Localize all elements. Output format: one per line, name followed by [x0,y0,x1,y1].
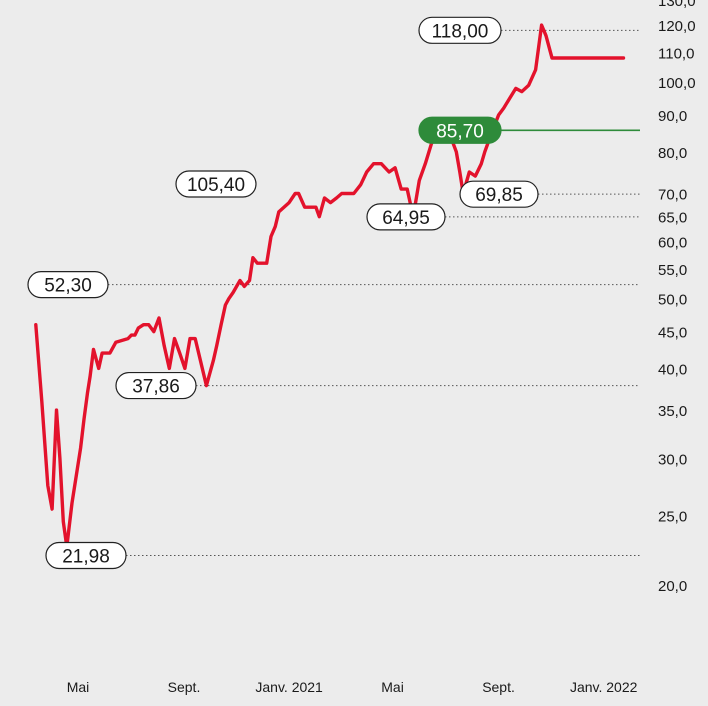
reference-label-box [459,180,539,208]
reference-label: 85,70 [436,121,484,142]
reference-label: 118,00 [432,21,489,42]
y-tick-label: 45,0 [658,325,687,342]
reference-label-box [418,116,502,144]
y-tick-label: 110,0 [658,45,694,62]
reference-label-box [366,203,446,231]
y-tick-label: 80,0 [658,145,687,162]
annotation-label: 105,40 [187,175,245,196]
reference-label: 64,95 [382,208,430,229]
reference-labels: 144,50118,0085,7069,8564,9552,3037,8621,… [27,16,539,570]
reference-label: 21,98 [62,546,110,567]
reference-label: 52,30 [44,276,92,297]
y-tick-label: 60,0 [658,235,687,252]
x-tick-label: Janv. 2021 [255,679,323,695]
y-tick-label: 120,0 [658,18,696,35]
reference-label-box [27,271,109,299]
series-layer [34,23,626,549]
y-tick-label: 50,0 [658,292,687,309]
y-tick-label: 40,0 [658,361,687,378]
series-line [34,23,626,549]
annotation-box [175,170,257,198]
reference-label-box [45,541,127,570]
x-tick-label: Sept. [168,679,201,695]
y-tick-label: 30,0 [658,451,687,468]
x-tick-label: Mai [381,679,404,695]
reference-label-box [115,371,197,400]
y-tick-label: 25,0 [658,508,687,525]
x-tick-label: Janv. 2022 [570,679,638,695]
x-tick-label: Sept. [482,679,515,695]
y-tick-label: 65,0 [658,210,687,227]
reference-label-box [418,16,502,44]
y-tick-label: 70,0 [658,187,687,204]
reference-label: 37,86 [132,377,180,398]
y-tick-label: 35,0 [658,403,687,420]
y-tick-label: 20,0 [658,578,687,595]
reference-lines [108,29,640,556]
y-tick-label: 55,0 [658,262,687,279]
x-axis: Mai Sept. Janv. 2021 Mai Sept. Janv. 2022 [67,679,638,695]
y-tick-label: 130,0 [658,0,696,10]
x-tick-label: Mai [67,679,90,695]
reference-label: 69,85 [475,185,523,206]
y-axis: 140,0130,0120,0110,0100,090,080,070,065,… [658,0,696,595]
y-tick-label: 90,0 [658,108,687,125]
y-tick-label: 100,0 [658,75,696,92]
